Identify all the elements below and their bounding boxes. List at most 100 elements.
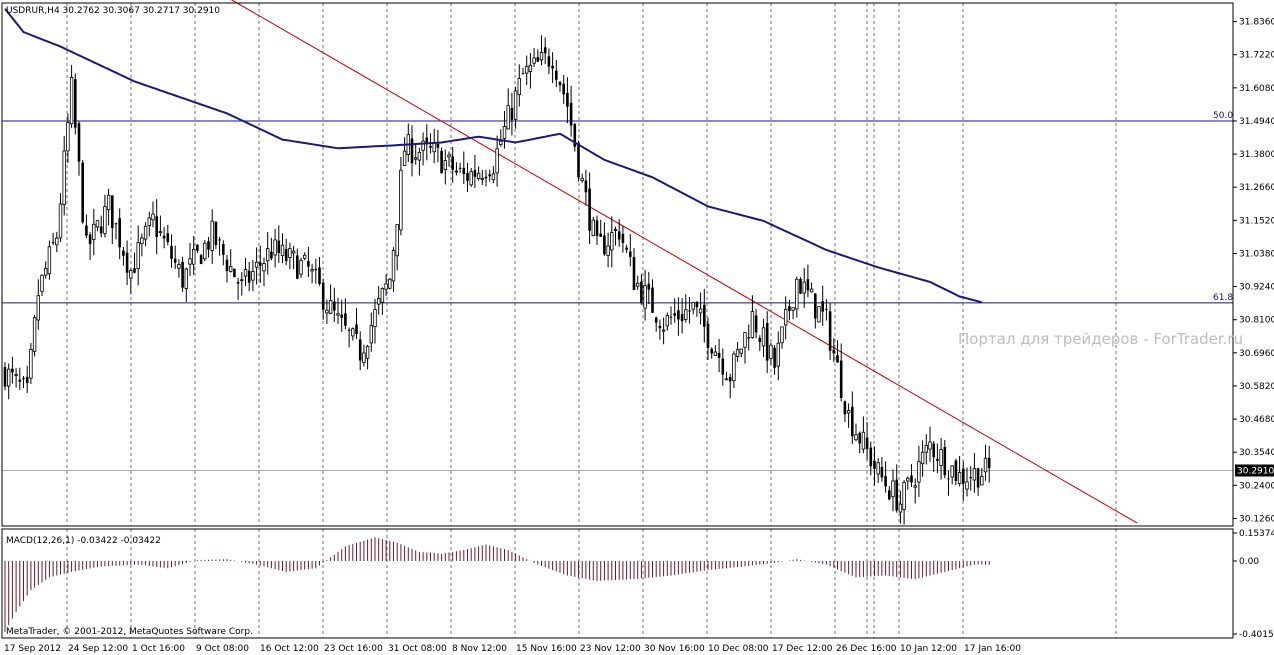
candle [688, 296, 691, 324]
candle-body-up [732, 353, 736, 382]
candle-body-up [158, 231, 163, 234]
candle [265, 231, 270, 275]
candle [577, 140, 580, 182]
candle-body-up [891, 480, 895, 498]
candle-body-up [432, 143, 436, 153]
candle [291, 245, 296, 270]
candle-body-down [728, 376, 732, 382]
time-label: 26 Dec 16:00 [836, 644, 897, 654]
candle-body-down [873, 460, 876, 469]
candle [891, 469, 895, 512]
candle [273, 228, 277, 268]
candle-body-down [932, 443, 935, 458]
candle [502, 110, 507, 149]
candle [732, 351, 736, 389]
candle [898, 490, 903, 524]
candle [917, 445, 921, 497]
candle [884, 461, 887, 493]
candle [873, 446, 876, 486]
candle-body-down [654, 317, 658, 323]
candle-body-up [506, 105, 510, 130]
candle [750, 295, 755, 339]
candle-body-down [703, 304, 706, 327]
candle-body-down [77, 123, 81, 162]
candle [761, 318, 766, 357]
candle [573, 122, 577, 152]
candle [158, 215, 163, 237]
candle-body-up [140, 237, 144, 245]
candle [895, 464, 898, 513]
candle-body-up [517, 78, 521, 95]
candle-body-up [44, 268, 48, 276]
candle [302, 252, 307, 261]
candle-body-down [111, 195, 114, 229]
candle-body-up [939, 449, 943, 466]
candle-body-down [340, 314, 343, 319]
candle [846, 403, 851, 428]
price-label: 30.1260 [1239, 514, 1274, 524]
candle [151, 201, 155, 228]
candle-body-up [580, 177, 584, 181]
candle [270, 237, 273, 261]
candle [603, 222, 606, 256]
candle-body-up [513, 90, 518, 120]
candle [177, 259, 181, 278]
candle [499, 129, 503, 147]
candle [376, 285, 381, 315]
candle-body-down [218, 239, 221, 241]
candle-body-down [233, 268, 236, 278]
candle-body-down [603, 235, 606, 255]
candle [69, 65, 74, 129]
candle [118, 208, 121, 260]
time-label: 30 Nov 16:00 [644, 644, 705, 654]
candle-body-down [599, 233, 602, 237]
candle [391, 247, 396, 293]
candle-body-up [399, 169, 403, 231]
trendline[interactable] [227, 0, 1138, 524]
candle-body-down [347, 329, 351, 331]
candle [606, 232, 610, 268]
candle-body-up [913, 485, 917, 488]
candle [228, 249, 233, 273]
candle [77, 121, 81, 176]
candle [591, 216, 595, 237]
current-price-box [1235, 464, 1274, 477]
candle [99, 215, 103, 238]
candle [425, 124, 429, 161]
candle [233, 268, 236, 278]
candle-body-down [888, 490, 891, 500]
candle [328, 284, 333, 315]
candle [125, 240, 129, 286]
candle [532, 48, 536, 67]
copyright: MetaTrader, © 2001-2012, MetaQuotes Soft… [6, 627, 253, 637]
candle-body-up [291, 250, 296, 254]
candle-body-down [573, 123, 577, 147]
candle [358, 331, 362, 371]
candle [555, 59, 558, 88]
candle [344, 298, 347, 330]
fibonacci-levels[interactable]: 50.0 61.8 [2, 111, 1233, 304]
candle-body-down [884, 476, 887, 487]
candle [369, 312, 373, 352]
candle [491, 166, 496, 184]
candle [851, 391, 854, 445]
candle-body-down [314, 268, 318, 271]
price-label: 31.3800 [1239, 150, 1274, 160]
candle-body-up [376, 298, 381, 305]
candle-body-down [577, 142, 580, 178]
candle [29, 342, 33, 385]
candle-body-up [502, 126, 507, 139]
candle-body-up [391, 250, 396, 282]
time-label: 9 Oct 08:00 [196, 644, 249, 654]
candle [58, 193, 63, 242]
candle-body-down [429, 145, 432, 148]
price-label: 31.7220 [1239, 51, 1274, 61]
candle-body-up [40, 274, 44, 292]
candle-body-up [950, 465, 954, 478]
time-label: 1 Oct 16:00 [132, 644, 185, 654]
candle [155, 199, 158, 255]
candle [758, 335, 762, 351]
candle-body-up [58, 203, 63, 239]
moving-average [4, 8, 983, 304]
